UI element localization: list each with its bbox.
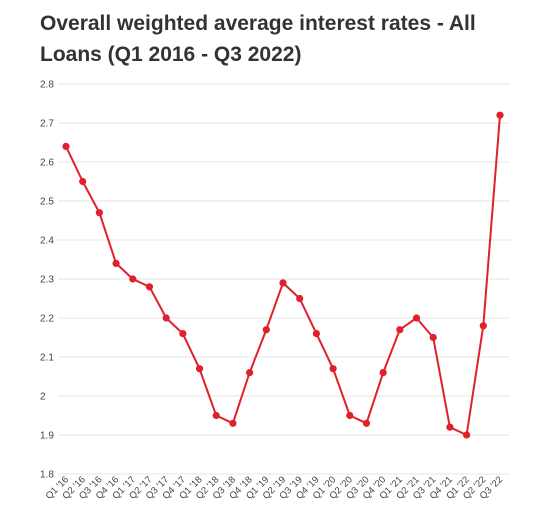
y-tick-label: 2: [40, 392, 46, 403]
y-tick-label: 2.2: [40, 314, 54, 325]
data-point[interactable]: [229, 419, 237, 427]
data-point[interactable]: [463, 431, 471, 439]
data-point[interactable]: [329, 365, 337, 373]
data-point[interactable]: [479, 322, 487, 330]
data-point[interactable]: [79, 177, 87, 186]
series-line-group: [65, 115, 501, 436]
y-axis: 1.8 1.9 2 2.1 2.2 2.3 2.4 2.5 2.6 2.7 2.8: [40, 80, 54, 481]
data-points: [62, 111, 504, 439]
data-point[interactable]: [95, 209, 103, 217]
data-point[interactable]: [179, 330, 187, 338]
data-point[interactable]: [379, 369, 387, 377]
data-point[interactable]: [112, 259, 120, 267]
data-point[interactable]: [496, 111, 504, 119]
data-point[interactable]: [296, 294, 304, 303]
y-tick-label: 2.7: [40, 119, 54, 130]
data-point[interactable]: [412, 314, 421, 322]
data-point[interactable]: [162, 314, 170, 322]
y-tick-label: 2.6: [40, 158, 54, 169]
y-tick-label: 1.9: [40, 431, 54, 442]
chart-title: Overall weighted average interest rates …: [40, 12, 476, 66]
y-tick-label: 2.5: [40, 197, 54, 208]
data-point[interactable]: [312, 330, 320, 338]
y-tick-label: 2.3: [40, 275, 54, 286]
y-tick-label: 2.8: [40, 80, 54, 91]
data-point[interactable]: [195, 365, 204, 373]
data-point[interactable]: [362, 419, 371, 427]
y-tick-label: 2.1: [40, 353, 54, 364]
data-point[interactable]: [396, 326, 404, 334]
data-point[interactable]: [429, 333, 437, 342]
gridlines: [58, 83, 510, 475]
y-tick-label: 2.4: [40, 236, 54, 247]
data-point[interactable]: [212, 411, 220, 420]
data-point[interactable]: [129, 275, 137, 283]
data-point[interactable]: [446, 423, 454, 431]
data-point[interactable]: [346, 411, 354, 420]
data-point[interactable]: [262, 326, 270, 334]
data-point[interactable]: [145, 283, 154, 291]
y-tick-label: 1.8: [40, 470, 54, 481]
data-point[interactable]: [279, 279, 287, 287]
data-point[interactable]: [246, 369, 254, 377]
series-line: [65, 115, 501, 436]
data-point[interactable]: [62, 142, 70, 150]
